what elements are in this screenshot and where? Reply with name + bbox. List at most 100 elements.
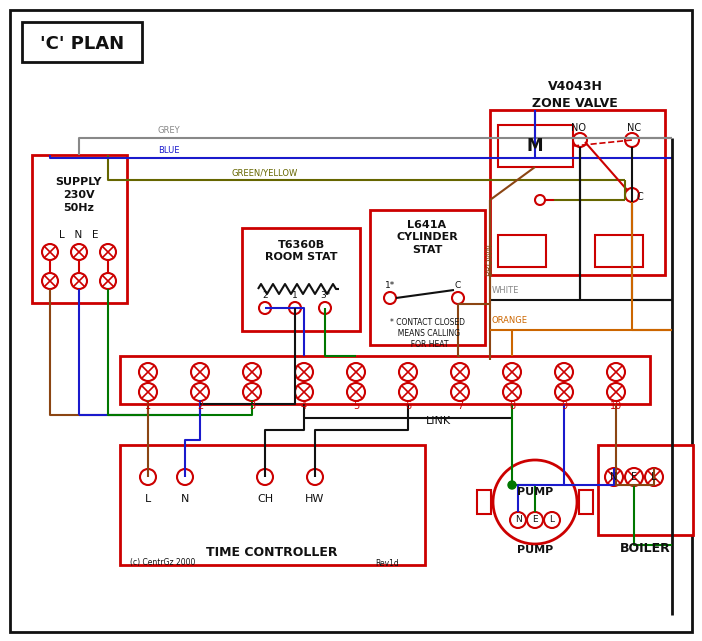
Bar — [32, 155, 127, 303]
Circle shape — [191, 383, 209, 401]
Text: C: C — [637, 192, 643, 202]
Bar — [598, 445, 693, 535]
Text: 1*: 1* — [385, 281, 395, 290]
Circle shape — [295, 363, 313, 381]
Text: 2: 2 — [197, 401, 203, 411]
Circle shape — [100, 244, 116, 260]
Circle shape — [607, 383, 625, 401]
Text: ORANGE: ORANGE — [492, 316, 528, 325]
Text: 3: 3 — [249, 401, 255, 411]
Text: 7: 7 — [457, 401, 463, 411]
Circle shape — [555, 363, 573, 381]
Circle shape — [347, 383, 365, 401]
Text: T6360B
ROOM STAT: T6360B ROOM STAT — [265, 240, 337, 262]
Circle shape — [71, 244, 87, 260]
Circle shape — [307, 469, 323, 485]
Circle shape — [71, 273, 87, 289]
Text: PUMP: PUMP — [517, 545, 553, 555]
Bar — [22, 22, 142, 62]
Text: 5: 5 — [353, 401, 359, 411]
Circle shape — [605, 468, 623, 486]
Text: 6: 6 — [405, 401, 411, 411]
Circle shape — [503, 383, 521, 401]
Circle shape — [625, 133, 639, 147]
Bar — [595, 235, 643, 267]
Circle shape — [625, 188, 639, 202]
Circle shape — [191, 363, 209, 381]
Circle shape — [527, 512, 543, 528]
Bar — [498, 235, 546, 267]
Text: V4043H
ZONE VALVE: V4043H ZONE VALVE — [532, 80, 618, 110]
Text: N: N — [515, 515, 522, 524]
Circle shape — [493, 460, 577, 544]
Text: PUMP: PUMP — [517, 487, 553, 497]
Bar — [370, 210, 485, 345]
Circle shape — [384, 292, 396, 304]
Text: L: L — [651, 472, 657, 482]
Text: BOILER: BOILER — [620, 542, 670, 556]
Circle shape — [243, 383, 261, 401]
Circle shape — [452, 292, 464, 304]
Bar — [120, 356, 650, 404]
Circle shape — [140, 469, 156, 485]
Circle shape — [503, 363, 521, 381]
Text: C: C — [455, 281, 461, 290]
Circle shape — [625, 468, 643, 486]
Text: BROWN: BROWN — [486, 244, 494, 276]
Circle shape — [243, 363, 261, 381]
Text: L: L — [550, 515, 555, 524]
Circle shape — [399, 363, 417, 381]
Circle shape — [510, 512, 526, 528]
Text: M: M — [526, 137, 543, 155]
Text: E: E — [532, 515, 538, 524]
Text: 9: 9 — [561, 401, 567, 411]
Circle shape — [42, 244, 58, 260]
Text: 4: 4 — [301, 401, 307, 411]
Circle shape — [508, 481, 516, 489]
Circle shape — [573, 133, 587, 147]
Circle shape — [289, 302, 301, 314]
Text: 10: 10 — [610, 401, 622, 411]
Bar — [242, 228, 360, 331]
Text: N: N — [181, 494, 189, 504]
Text: L641A
CYLINDER
STAT: L641A CYLINDER STAT — [396, 220, 458, 255]
Text: TIME CONTROLLER: TIME CONTROLLER — [206, 547, 338, 560]
Text: SUPPLY
230V
50Hz: SUPPLY 230V 50Hz — [55, 177, 102, 213]
Circle shape — [139, 383, 157, 401]
Text: GREY: GREY — [158, 126, 180, 135]
Bar — [490, 110, 665, 275]
Text: NO: NO — [571, 123, 585, 133]
Bar — [477, 490, 491, 514]
Circle shape — [451, 383, 469, 401]
Text: 1: 1 — [145, 401, 151, 411]
Circle shape — [535, 195, 545, 205]
Circle shape — [607, 363, 625, 381]
Text: NC: NC — [627, 123, 641, 133]
Circle shape — [399, 383, 417, 401]
Text: (c) CentrGz 2000: (c) CentrGz 2000 — [130, 558, 195, 567]
Text: Rev1d: Rev1d — [375, 558, 399, 567]
Text: GREEN/YELLOW: GREEN/YELLOW — [232, 168, 298, 177]
Bar — [579, 490, 593, 514]
Text: LINK: LINK — [425, 416, 451, 426]
Text: 1: 1 — [292, 290, 298, 299]
Circle shape — [177, 469, 193, 485]
Circle shape — [319, 302, 331, 314]
Text: * CONTACT CLOSED
  MEANS CALLING
  FOR HEAT: * CONTACT CLOSED MEANS CALLING FOR HEAT — [390, 318, 465, 349]
Circle shape — [100, 273, 116, 289]
Text: HW: HW — [305, 494, 325, 504]
Circle shape — [295, 383, 313, 401]
Text: WHITE: WHITE — [492, 286, 519, 295]
Text: 8: 8 — [509, 401, 515, 411]
Text: 3*: 3* — [320, 290, 330, 299]
Circle shape — [645, 468, 663, 486]
Text: CH: CH — [257, 494, 273, 504]
Circle shape — [139, 363, 157, 381]
Text: L: L — [145, 494, 151, 504]
Bar — [120, 445, 425, 565]
Text: E: E — [631, 472, 637, 482]
Text: L   N   E: L N E — [59, 230, 99, 240]
Text: 2: 2 — [262, 290, 267, 299]
Circle shape — [42, 273, 58, 289]
Circle shape — [544, 512, 560, 528]
